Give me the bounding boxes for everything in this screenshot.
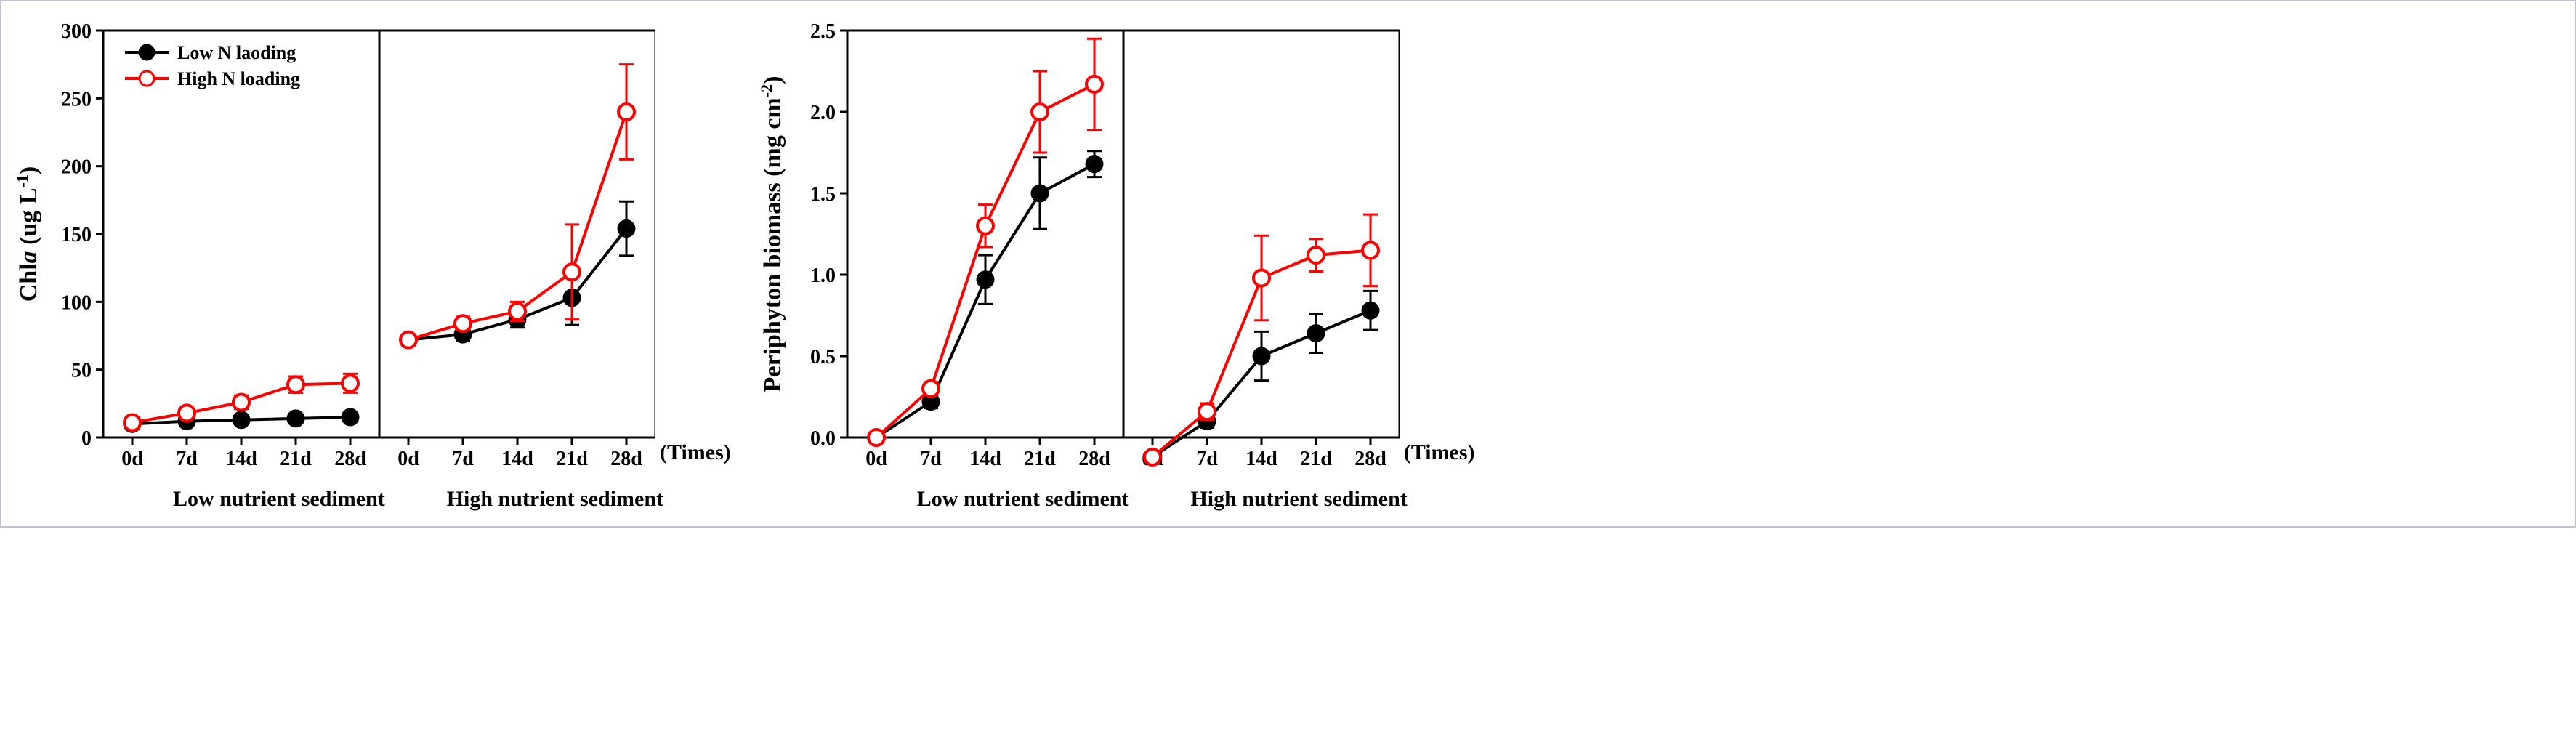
svg-text:21d: 21d: [1024, 448, 1056, 470]
svg-text:0.5: 0.5: [810, 346, 836, 368]
svg-text:100: 100: [61, 291, 92, 314]
svg-text:7d: 7d: [920, 448, 942, 470]
panel-sublabel: Low nutrient sediment: [885, 487, 1161, 512]
svg-text:28d: 28d: [1078, 448, 1110, 470]
svg-text:Chla (ug L-1): Chla (ug L-1): [16, 166, 42, 302]
svg-text:High N loading: High N loading: [177, 68, 300, 89]
svg-text:21d: 21d: [280, 448, 312, 470]
svg-text:0.0: 0.0: [810, 427, 836, 450]
svg-text:0d: 0d: [865, 448, 887, 470]
svg-text:7d: 7d: [452, 448, 474, 470]
chla-svg: 0d 7d 14d 21d 28d 0 50 100 150 200 250 300 0d 7d 14d 21…: [16, 16, 655, 481]
svg-text:14d: 14d: [501, 448, 533, 470]
svg-text:2.0: 2.0: [810, 102, 836, 124]
svg-text:7d: 7d: [176, 448, 198, 470]
figure: 0d 7d 14d 21d 28d 0 50 100 150 200 250 300 0d 7d 14d 21…: [0, 0, 2576, 528]
svg-text:Low N laoding: Low N laoding: [177, 42, 296, 63]
svg-text:21d: 21d: [556, 448, 588, 470]
svg-text:14d: 14d: [1245, 448, 1277, 470]
biomass-svg: 0d7d14d21d28d0.00.51.01.52.02.50d7d14d21…: [760, 16, 1400, 481]
svg-text:28d: 28d: [1354, 448, 1386, 470]
svg-text:300: 300: [61, 20, 92, 43]
svg-text:0: 0: [81, 427, 92, 450]
svg-text:50: 50: [71, 360, 92, 382]
chla-group: 0d 7d 14d 21d 28d 0 50 100 150 200 250 300 0d 7d 14d 21…: [16, 16, 731, 512]
biomass-panels-row: 0d7d14d21d28d0.00.51.01.52.02.50d7d14d21…: [760, 16, 1475, 481]
svg-text:14d: 14d: [225, 448, 257, 470]
svg-text:1.0: 1.0: [810, 265, 836, 287]
panel-sublabel: High nutrient sediment: [417, 487, 693, 512]
svg-text:14d: 14d: [969, 448, 1001, 470]
svg-text:7d: 7d: [1196, 448, 1218, 470]
biomass-sublabels: Low nutrient sedimentHigh nutrient sedim…: [798, 487, 1437, 512]
svg-text:150: 150: [61, 224, 92, 246]
svg-text:0d: 0d: [121, 448, 143, 470]
svg-text:200: 200: [61, 156, 92, 179]
times-label-right: (Times): [1404, 440, 1475, 481]
chla-panels-row: 0d 7d 14d 21d 28d 0 50 100 150 200 250 300 0d 7d 14d 21…: [16, 16, 731, 481]
svg-text:1.5: 1.5: [810, 183, 836, 206]
panel-sublabel: Low nutrient sediment: [141, 487, 417, 512]
svg-text:28d: 28d: [610, 448, 642, 470]
chla-sublabels: Low nutrient sedimentHigh nutrient sedim…: [54, 487, 693, 512]
svg-text:28d: 28d: [334, 448, 366, 470]
svg-text:21d: 21d: [1300, 448, 1332, 470]
svg-text:250: 250: [61, 88, 92, 110]
biomass-group: 0d7d14d21d28d0.00.51.01.52.02.50d7d14d21…: [760, 16, 1475, 512]
svg-text:0d: 0d: [397, 448, 419, 470]
svg-text:Periphyton biomass (mg cm-2): Periphyton biomass (mg cm-2): [760, 76, 786, 392]
svg-text:2.5: 2.5: [810, 20, 836, 43]
panel-sublabel: High nutrient sediment: [1161, 487, 1437, 512]
times-label-left: (Times): [660, 440, 731, 481]
